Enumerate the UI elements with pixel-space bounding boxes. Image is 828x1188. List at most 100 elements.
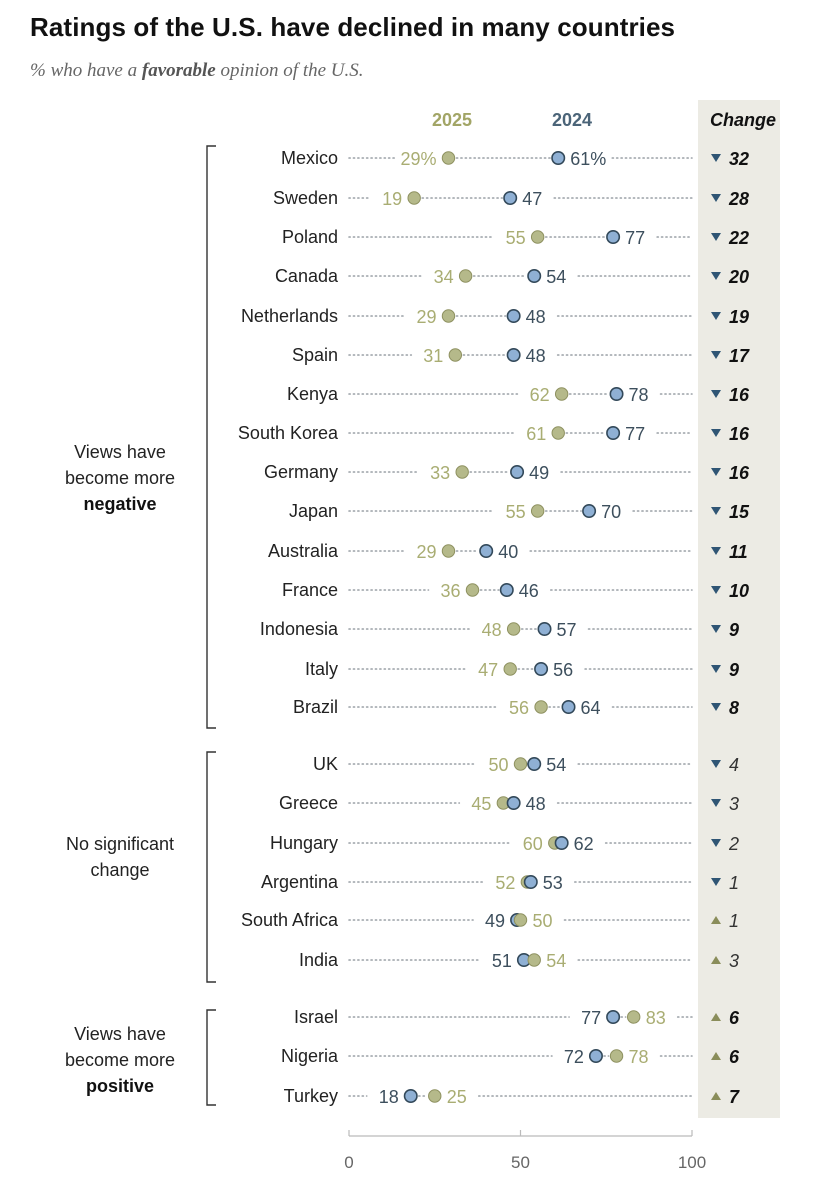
- value-label: 18: [379, 1087, 399, 1107]
- change-value: 16: [729, 385, 750, 405]
- value-label: 31: [423, 346, 443, 366]
- point-2025: [428, 1089, 442, 1103]
- chart-title: Ratings of the U.S. have declined in man…: [30, 12, 676, 42]
- change-down-icon: [711, 468, 721, 476]
- value-label: 49: [485, 911, 505, 931]
- point-2024: [609, 386, 624, 401]
- value-label: 46: [519, 581, 539, 601]
- point-2025: [441, 544, 456, 558]
- point-2025: [513, 913, 528, 927]
- point-2024: [606, 230, 621, 245]
- change-value: 11: [729, 542, 748, 562]
- change-value: 1: [729, 873, 739, 893]
- point-2025: [554, 387, 569, 401]
- change-down-icon: [711, 878, 721, 886]
- value-label: 77: [625, 424, 645, 444]
- change-value: 20: [728, 267, 749, 287]
- point-2024: [506, 308, 521, 323]
- group-label: become more: [65, 1050, 175, 1070]
- value-label: 47: [522, 189, 542, 209]
- value-label: 60: [523, 834, 543, 854]
- value-label: 57: [557, 620, 577, 640]
- change-down-icon: [711, 839, 721, 847]
- country-label: Argentina: [261, 872, 339, 892]
- group-label: No significant: [66, 834, 174, 854]
- change-down-icon: [711, 233, 721, 241]
- change-header: Change: [710, 110, 776, 130]
- value-label: 48: [526, 346, 546, 366]
- value-label: 52: [495, 873, 515, 893]
- change-value: 6: [729, 1047, 740, 1067]
- country-label: Australia: [268, 541, 339, 561]
- change-value: 9: [729, 660, 739, 680]
- point-2025: [530, 230, 545, 244]
- point-2024: [479, 543, 494, 558]
- country-label: Japan: [289, 501, 338, 521]
- country-label: Mexico: [281, 148, 338, 168]
- change-down-icon: [711, 586, 721, 594]
- value-label: 51: [492, 951, 512, 971]
- change-value: 9: [729, 620, 739, 640]
- change-up-icon: [711, 1092, 721, 1100]
- value-label: 83: [646, 1008, 666, 1028]
- country-label: Turkey: [284, 1086, 338, 1106]
- country-label: South Africa: [241, 910, 339, 930]
- country-label: Israel: [294, 1007, 338, 1027]
- country-label: France: [282, 580, 338, 600]
- point-2024: [534, 661, 549, 676]
- point-2024: [527, 268, 542, 283]
- group-bracket: [206, 751, 216, 983]
- point-2024: [403, 1089, 418, 1104]
- legend-2025: 2025: [432, 110, 472, 130]
- value-label: 50: [488, 755, 508, 775]
- value-label: 62: [530, 385, 550, 405]
- change-value: 3: [729, 794, 739, 814]
- change-down-icon: [711, 703, 721, 711]
- point-2024: [561, 699, 576, 714]
- chart-subtitle: % who have a favorable opinion of the U.…: [30, 60, 364, 82]
- point-2025: [513, 757, 528, 771]
- subtitle-suffix: opinion of the U.S.: [215, 60, 364, 81]
- change-value: 15: [729, 502, 750, 522]
- value-label: 29: [416, 542, 436, 562]
- value-label: 55: [506, 228, 526, 248]
- change-down-icon: [711, 625, 721, 633]
- group-label: Views have: [74, 1024, 166, 1044]
- change-value: 4: [729, 755, 739, 775]
- point-2024: [606, 1009, 621, 1024]
- change-value: 17: [729, 346, 750, 366]
- value-label: 61: [526, 424, 546, 444]
- point-2025: [530, 504, 545, 518]
- value-label: 77: [625, 228, 645, 248]
- change-down-icon: [711, 194, 721, 202]
- group-bracket: [206, 145, 216, 729]
- point-2024: [510, 464, 525, 479]
- point-2024: [551, 151, 566, 166]
- value-label: 78: [629, 385, 649, 405]
- point-2025: [534, 700, 548, 714]
- change-down-icon: [711, 390, 721, 398]
- change-value: 2: [728, 834, 739, 854]
- country-label: South Korea: [238, 423, 339, 443]
- point-2024: [503, 191, 518, 206]
- value-label: 72: [564, 1047, 584, 1067]
- value-label: 40: [498, 542, 518, 562]
- x-tick-label: 0: [344, 1153, 353, 1172]
- point-2024: [499, 582, 514, 597]
- value-label: 50: [533, 911, 553, 931]
- value-label: 54: [546, 951, 566, 971]
- country-label: Brazil: [293, 697, 338, 717]
- value-label: 56: [509, 698, 529, 718]
- value-label: 56: [553, 660, 573, 680]
- country-label: Spain: [292, 345, 338, 365]
- country-label: Canada: [275, 266, 339, 286]
- value-label: 78: [629, 1047, 649, 1067]
- point-2025: [506, 622, 521, 636]
- value-label: 62: [574, 834, 594, 854]
- change-value: 8: [729, 698, 739, 718]
- point-2024: [527, 756, 542, 771]
- subtitle-emphasis: favorable: [141, 60, 216, 81]
- point-2025: [448, 348, 463, 362]
- value-label: 48: [526, 307, 546, 327]
